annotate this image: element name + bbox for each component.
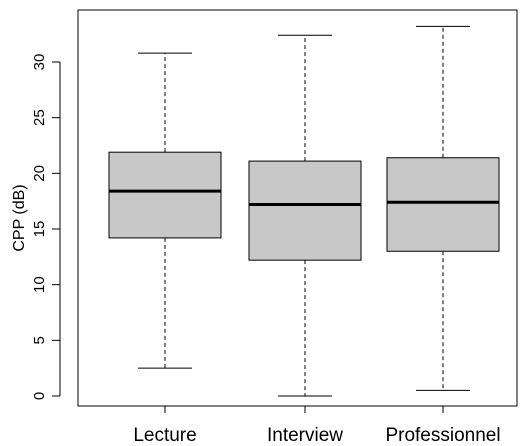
x-axis-labels: Lecture Interview Professionnel [133, 406, 501, 446]
y-axis-label: CPP (dB) [11, 184, 28, 251]
box-group [108, 25, 500, 397]
x-tick-label: Interview [267, 425, 343, 446]
x-tick-label: Professionnel [385, 425, 500, 446]
y-tick-label: 10 [31, 276, 48, 293]
y-tick-label: 15 [31, 221, 48, 238]
box-interview [248, 160, 362, 261]
y-tick-label: 25 [31, 109, 48, 126]
y-tick-label: 0 [31, 392, 48, 400]
box-lecture [108, 151, 222, 239]
x-tick-label: Lecture [133, 425, 196, 446]
box-professionnel [386, 157, 500, 252]
y-tick-label: 20 [31, 165, 48, 182]
plot-frame [77, 9, 518, 407]
y-tick-label: 30 [31, 54, 48, 71]
y-tick-label: 5 [31, 336, 48, 344]
y-axis-ticks: 0 5 10 15 20 25 30 [31, 54, 60, 400]
